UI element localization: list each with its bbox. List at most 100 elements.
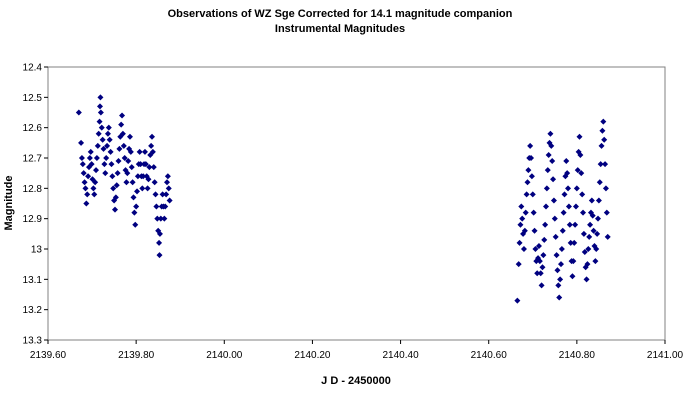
x-axis: 2139.60 2139.80 2140.00 2140.20 2140.40 2140.… [30,340,684,361]
data-point [569,273,576,280]
data-point [97,109,104,116]
data-point [152,191,159,198]
data-point [140,173,147,180]
data-point [595,197,602,204]
data-point [112,194,119,201]
data-point [544,167,551,174]
data-point [594,230,601,237]
x-tick-label: 2140.20 [294,350,331,361]
data-point [114,170,121,177]
y-tick-label: 12.7 [23,154,43,165]
data-point [100,145,107,152]
data-point [523,191,530,198]
data-point [579,191,586,198]
data-point [105,124,112,131]
data-point [78,155,85,161]
data-point [561,191,568,198]
data-point [148,142,155,149]
data-point [536,258,543,265]
plot-area [47,66,666,341]
data-point [522,209,529,216]
data-point [164,173,171,180]
data-point [565,203,572,210]
data-point [598,142,605,149]
data-point [123,179,130,186]
data-point [91,191,98,198]
data-point [599,127,606,134]
data-point [124,170,131,177]
data-point [590,227,597,234]
data-point [153,203,160,210]
data-point [570,258,577,265]
data-point [78,139,85,146]
data-point [95,130,102,137]
data-point [98,124,105,131]
data-point [563,158,570,165]
data-point [528,155,535,161]
y-tick-label: 13 [31,245,43,256]
data-point [93,155,100,161]
data-point [549,158,556,165]
data-point [90,185,97,192]
y-tick-label: 12.6 [23,123,43,134]
data-point [165,185,172,192]
data-point [564,170,571,177]
data-point [528,173,535,180]
data-point [94,142,101,149]
data-point [163,191,170,198]
data-point [75,109,82,116]
data-point [111,206,118,213]
y-tick-label: 12.5 [23,93,43,104]
data-point [519,215,526,222]
data-point [550,176,557,183]
data-point [600,118,607,125]
data-point [122,167,129,174]
data-point [166,197,173,204]
data-point [116,145,123,152]
data-point [119,112,126,119]
data-point [139,185,146,192]
data-point [551,215,558,222]
data-point [529,191,536,198]
data-point [156,252,163,259]
data-point [144,185,151,192]
data-point [530,209,537,216]
data-point [146,164,153,171]
data-point [588,197,595,204]
data-point [118,121,125,128]
data-point [96,118,103,125]
data-points [75,94,611,304]
data-point [520,246,527,252]
y-axis: 12.4 12.5 12.6 12.7 12.8 12.9 13 13.1 13.2 13.3 [23,63,48,347]
data-point [109,173,116,180]
x-tick-label: 2140.00 [206,350,243,361]
data-point [101,161,108,168]
data-point [589,212,596,219]
data-point [516,239,523,246]
data-point [559,227,566,234]
data-point [584,261,591,268]
data-point [121,155,128,161]
data-point [517,221,524,228]
data-point [592,258,599,265]
y-tick-label: 13.3 [23,336,43,347]
data-point [539,264,546,271]
data-point [145,176,152,183]
data-point [154,215,161,222]
data-point [125,158,132,165]
data-point [136,148,143,155]
data-point [554,267,561,274]
data-point [553,252,560,259]
data-point [601,136,608,143]
data-point [515,261,522,268]
data-point [86,155,93,161]
data-point [558,246,565,252]
data-point [104,130,111,137]
chart-subtitle: Instrumental Magnitudes [275,23,405,35]
data-point [102,170,109,177]
data-point [555,282,562,289]
y-tick-label: 12.8 [23,184,43,195]
data-point [133,203,140,210]
x-axis-label: J D - 2450000 [321,375,391,387]
data-point [149,133,156,140]
